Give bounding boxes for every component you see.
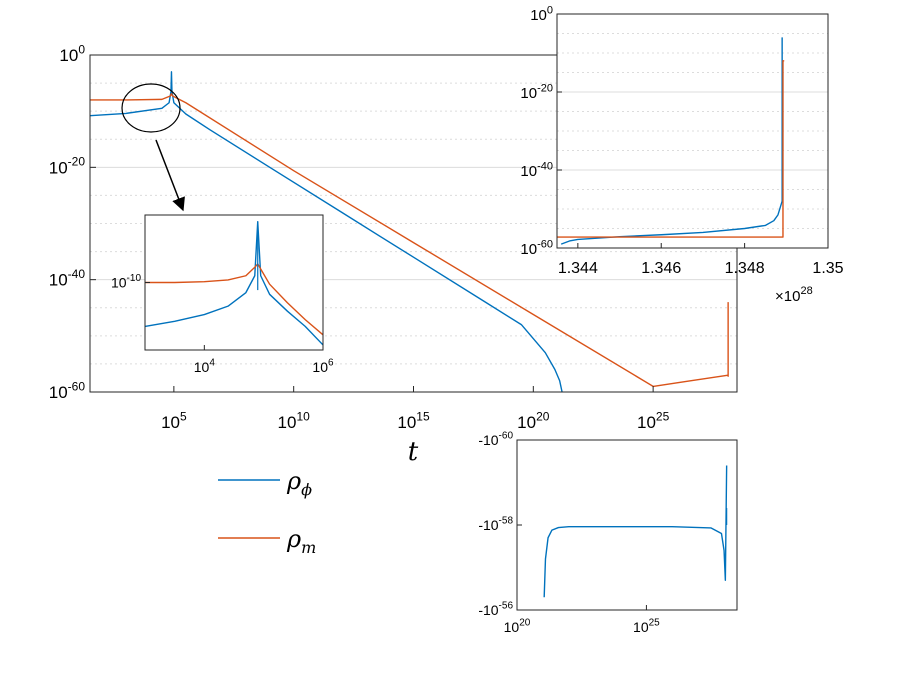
inset-top-right-x-multiplier: ×1028 — [775, 285, 813, 305]
inset-top-right-x-tick-label: 1.35 — [812, 260, 843, 277]
inset-top-right-x-tick-label: 1.348 — [725, 260, 765, 277]
main-x-tick-label: 105 — [161, 409, 187, 432]
main-y-tick-label: 100 — [59, 42, 85, 65]
inset-bottom-right-series — [543, 465, 728, 598]
main-x-tick-label: 1010 — [278, 409, 311, 432]
inset-top-right-series-rho-m — [557, 60, 785, 238]
inset-bottom-right-series-rho-phi — [543, 465, 728, 598]
inset-top-right-y-tick-label: 10-20 — [520, 82, 553, 102]
main-y-tick-label: 10-60 — [49, 379, 86, 402]
inset-bottom-right-chart: 1020 1025 -10-60 -10-58 -10-56 — [478, 431, 738, 635]
inset-top-right-x-tick-label: 1.344 — [558, 260, 598, 277]
main-x-tick-label: 1015 — [397, 409, 430, 432]
inset-left-y-tick-label: 10-10 — [111, 273, 141, 290]
zoom-ellipse — [121, 83, 181, 133]
inset-top-right-y-tick-label: 10-40 — [520, 160, 553, 180]
main-series — [89, 71, 729, 393]
main-y-tick-label: 10-40 — [49, 267, 86, 290]
legend: ρϕ ρm — [218, 467, 316, 557]
inset-bottom-right-x-tick-label: 1025 — [633, 618, 660, 635]
legend-entry-rho-phi: ρϕ — [218, 467, 312, 499]
inset-bottom-right-ticks: 1020 1025 -10-60 -10-58 -10-56 — [478, 431, 660, 635]
inset-bottom-right-x-tick-label: 1020 — [504, 618, 531, 635]
inset-bottom-right-y-tick-label: -10-60 — [478, 431, 513, 448]
inset-left-series-rho-m — [145, 263, 324, 336]
legend-label-rho-phi: ρϕ — [286, 467, 312, 499]
inset-top-right-chart: 1.344 1.346 1.348 1.35 100 10-20 10-40 10-60 ×1… — [520, 4, 843, 305]
inset-top-right-axes-box — [556, 13, 829, 249]
inset-top-right-ticks: 1.344 1.346 1.348 1.35 100 10-20 10-40 10-60 — [520, 4, 843, 277]
inset-top-right-y-tick-label: 100 — [530, 4, 553, 24]
main-y-tick-label: 10-20 — [49, 155, 86, 178]
inset-bottom-right-plot-area — [517, 440, 737, 610]
zoom-callout — [121, 83, 185, 212]
inset-left-x-tick-label: 106 — [312, 358, 334, 375]
main-x-axis-label: t — [408, 437, 419, 467]
main-x-tick-label: 1020 — [517, 409, 550, 432]
main-x-tick-label: 1025 — [637, 409, 670, 432]
inset-top-right-y-tick-label: 10-60 — [520, 238, 553, 258]
inset-left-chart: 104 106 10-10 — [111, 214, 334, 375]
inset-bottom-right-y-tick-label: -10-56 — [478, 601, 513, 618]
main-ticks: 105 1010 1015 1020 1025 100 10-20 10-40 10-60 — [49, 42, 670, 432]
legend-label-rho-m: ρm — [286, 525, 316, 557]
main-series-rho-m — [90, 93, 729, 388]
inset-top-right-series-rho-phi — [560, 37, 783, 245]
legend-entry-rho-m: ρm — [218, 525, 316, 557]
inset-bottom-right-y-tick-label: -10-58 — [478, 516, 513, 533]
zoom-arrow — [155, 139, 185, 212]
inset-left-ticks: 104 106 10-10 — [111, 273, 334, 375]
inset-top-right-x-tick-label: 1.346 — [641, 260, 681, 277]
inset-left-x-tick-label: 104 — [194, 358, 216, 375]
main-series-rho-phi — [89, 71, 563, 393]
inset-left-series — [144, 221, 324, 346]
inset-top-right-series — [557, 37, 785, 245]
inset-left-series-rho-phi — [144, 221, 324, 346]
